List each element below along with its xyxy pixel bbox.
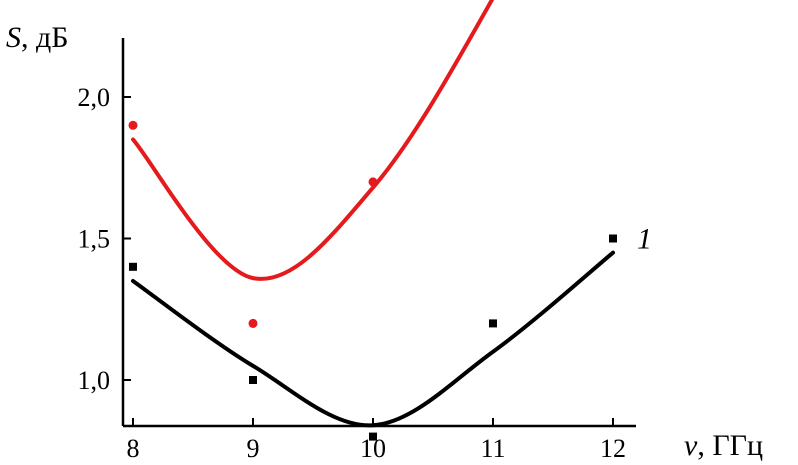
y-tick-label: 1,0 [78, 366, 111, 395]
data-point-series-1 [129, 262, 137, 271]
data-point-series-1 [369, 432, 377, 441]
data-point-series-2 [248, 318, 258, 328]
fit-curve-series-2 [131, 0, 495, 281]
y-axis-unit: , дБ [21, 21, 69, 54]
data-point-series-1 [489, 319, 497, 328]
y-axis-symbol: S [6, 21, 21, 54]
x-tick-label: 11 [480, 434, 505, 463]
data-point-series-1 [609, 234, 617, 243]
data-markers [128, 120, 617, 441]
series-label-1: 1 [637, 223, 652, 256]
x-axis-unit: , ГГц [697, 429, 763, 462]
x-tick-label: 8 [127, 434, 140, 463]
y-tick-label: 1,5 [78, 225, 111, 254]
data-point-series-2 [128, 120, 138, 130]
series-labels: 12 [637, 223, 652, 256]
fit-curves [131, 0, 615, 428]
x-axis-title: ν, ГГц [684, 429, 763, 462]
fit-curve-series-1 [131, 250, 615, 428]
x-tick-label: 12 [600, 434, 626, 463]
y-axis-title: S, дБ [6, 21, 69, 54]
x-axis-symbol: ν [684, 429, 698, 462]
data-point-series-1 [249, 376, 257, 384]
data-point-series-2 [368, 177, 378, 187]
x-tick-label: 9 [247, 434, 260, 463]
y-tick-label: 2,0 [78, 83, 111, 112]
